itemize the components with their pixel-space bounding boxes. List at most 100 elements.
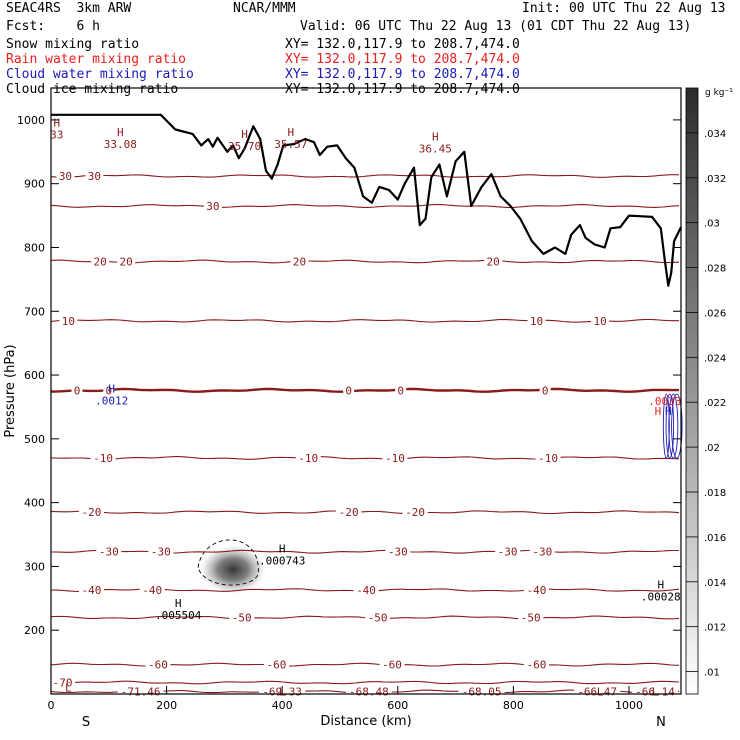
y-tick-label: 500 [24,433,45,446]
isotherm-label-bg [50,676,76,689]
forecast-hour-label: Fcst: 6 h [6,19,100,34]
isotherm-label: -20 [405,506,425,519]
field-name-rain: Rain water mixing ratio [6,52,187,67]
snow-contour [197,539,259,586]
isotherm-label: 0 [105,384,112,397]
isotherm-label-bg [495,545,521,558]
isotherm-label-bg [529,545,555,558]
cloud-water-contour [662,393,670,459]
colorbar-tick-label: .018 [704,488,726,499]
isotherm-label: -60 [148,659,168,672]
y-tick-label: 900 [24,178,45,191]
isotherm-line [50,318,679,323]
colorbar-tick-label: .03 [704,219,720,230]
isotherm-label-bg [524,584,550,597]
colorbar-tick-label: .032 [704,174,726,185]
extremum-value: 35.57 [274,138,307,151]
isotherm-label: -30 [99,546,119,559]
colorbar-unit: g kg⁻¹ [705,88,733,98]
extremum-mark: H [655,405,662,418]
init-time-label: Init: 00 UTC Thu 22 Aug 13 [522,1,726,16]
isotherm-label-bg [527,314,546,327]
isotherm-label: -30 [532,546,552,559]
isotherm-label-bg [353,584,379,597]
terrain-profile [51,113,682,287]
isotherm-label: -71.46 [121,685,161,698]
isotherm-label-bg [379,658,405,671]
isotherm-label: -20 [82,506,102,519]
isotherm-label-bg [148,545,174,558]
extremum-mark: L [652,685,659,698]
isotherm-label: -60 [527,659,547,672]
x-tick-label: 200 [156,699,177,712]
isotherm-label: -10 [385,452,405,465]
isotherm-label-bg [56,170,75,183]
field-name-snow: Snow mixing ratio [6,37,140,52]
isotherm-label-bg [103,384,115,397]
isotherm-label: -10 [538,452,558,465]
x-tick-label: 800 [503,699,524,712]
colorbar-tick-label: .034 [704,129,726,140]
cloud-water-contour [668,393,679,459]
extremum-mark: H [279,542,286,555]
isotherm-line [50,174,680,178]
colorbar [685,87,699,695]
isotherm-label: 20 [487,256,500,269]
isotherm-label: 10 [593,315,606,328]
extremum-value: .0033 [648,395,681,408]
isotherm-line [50,680,680,685]
north-end-label: N [656,715,666,730]
extremum-value: 33 [50,128,63,141]
isotherm-label-bg [295,451,321,464]
colorbar-tick-label: .02 [704,443,720,454]
colorbar-tick-label: .026 [704,308,726,319]
extremum-mark: L [597,685,604,698]
extremum-mark: H [665,405,672,418]
field-xy-rain: XY= 132.0,117.9 to 208.7,474.0 [285,52,520,67]
cloud-water-contour [665,393,675,459]
isotherm-label-bg [90,451,116,464]
isotherm-label: -30 [498,546,518,559]
isotherm-label: -50 [521,611,541,624]
isotherm-label-bg [117,255,136,268]
x-axis-label: Distance (km) [320,714,411,729]
isotherm-label: 0 [345,384,352,397]
isotherm-label: -60 [382,659,402,672]
extremum-mark: H [108,382,115,395]
isotherm-label-bg [484,255,503,268]
field-xy-cloud-water: XY= 132.0,117.9 to 208.7,474.0 [285,67,520,82]
isotherm-label: 10 [62,315,75,328]
isotherm-label: -10 [93,452,113,465]
field-name-cloud-ice: Cloud ice mixing ratio [6,82,179,97]
y-tick-label: 400 [24,497,45,510]
x-tick-label: 600 [387,699,408,712]
isotherm-label: 0 [397,384,404,397]
isotherm-label-bg [78,584,104,597]
isotherm-label-bg [539,384,551,397]
isotherm-label-bg [85,170,104,183]
isotherm-label: 30 [206,200,219,213]
south-end-label: S [82,715,90,730]
isotherm-label: -68.48 [349,685,389,698]
extremum-mark: H [657,579,664,592]
isotherm-label-bg [382,451,408,464]
model-label: SEAC4RS 3km ARW [6,1,132,16]
y-tick-label: 200 [24,624,45,637]
isotherm-label: 30 [88,170,101,183]
valid-time-label: Valid: 06 UTC Thu 22 Aug 13 (01 CDT Thu … [300,19,692,34]
isotherm-label: 0 [542,384,549,397]
isotherm-label-bg [365,611,391,624]
extremum-mark: L [65,681,72,694]
colorbar-tick-label: .014 [704,578,726,589]
extremum-mark: H [432,130,439,143]
isotherm-label: -40 [356,584,376,597]
isotherm-label-bg [203,200,222,213]
isotherm-label: -30 [388,546,408,559]
isotherm-label: -10 [298,452,318,465]
extremum-value: .00028 [641,591,681,604]
colorbar-tick-label: .012 [704,623,726,634]
x-tick-label: 0 [48,699,55,712]
isotherm-line [50,204,680,208]
colorbar-tick-label: .024 [704,353,726,364]
isotherm-label: -40 [82,584,102,597]
